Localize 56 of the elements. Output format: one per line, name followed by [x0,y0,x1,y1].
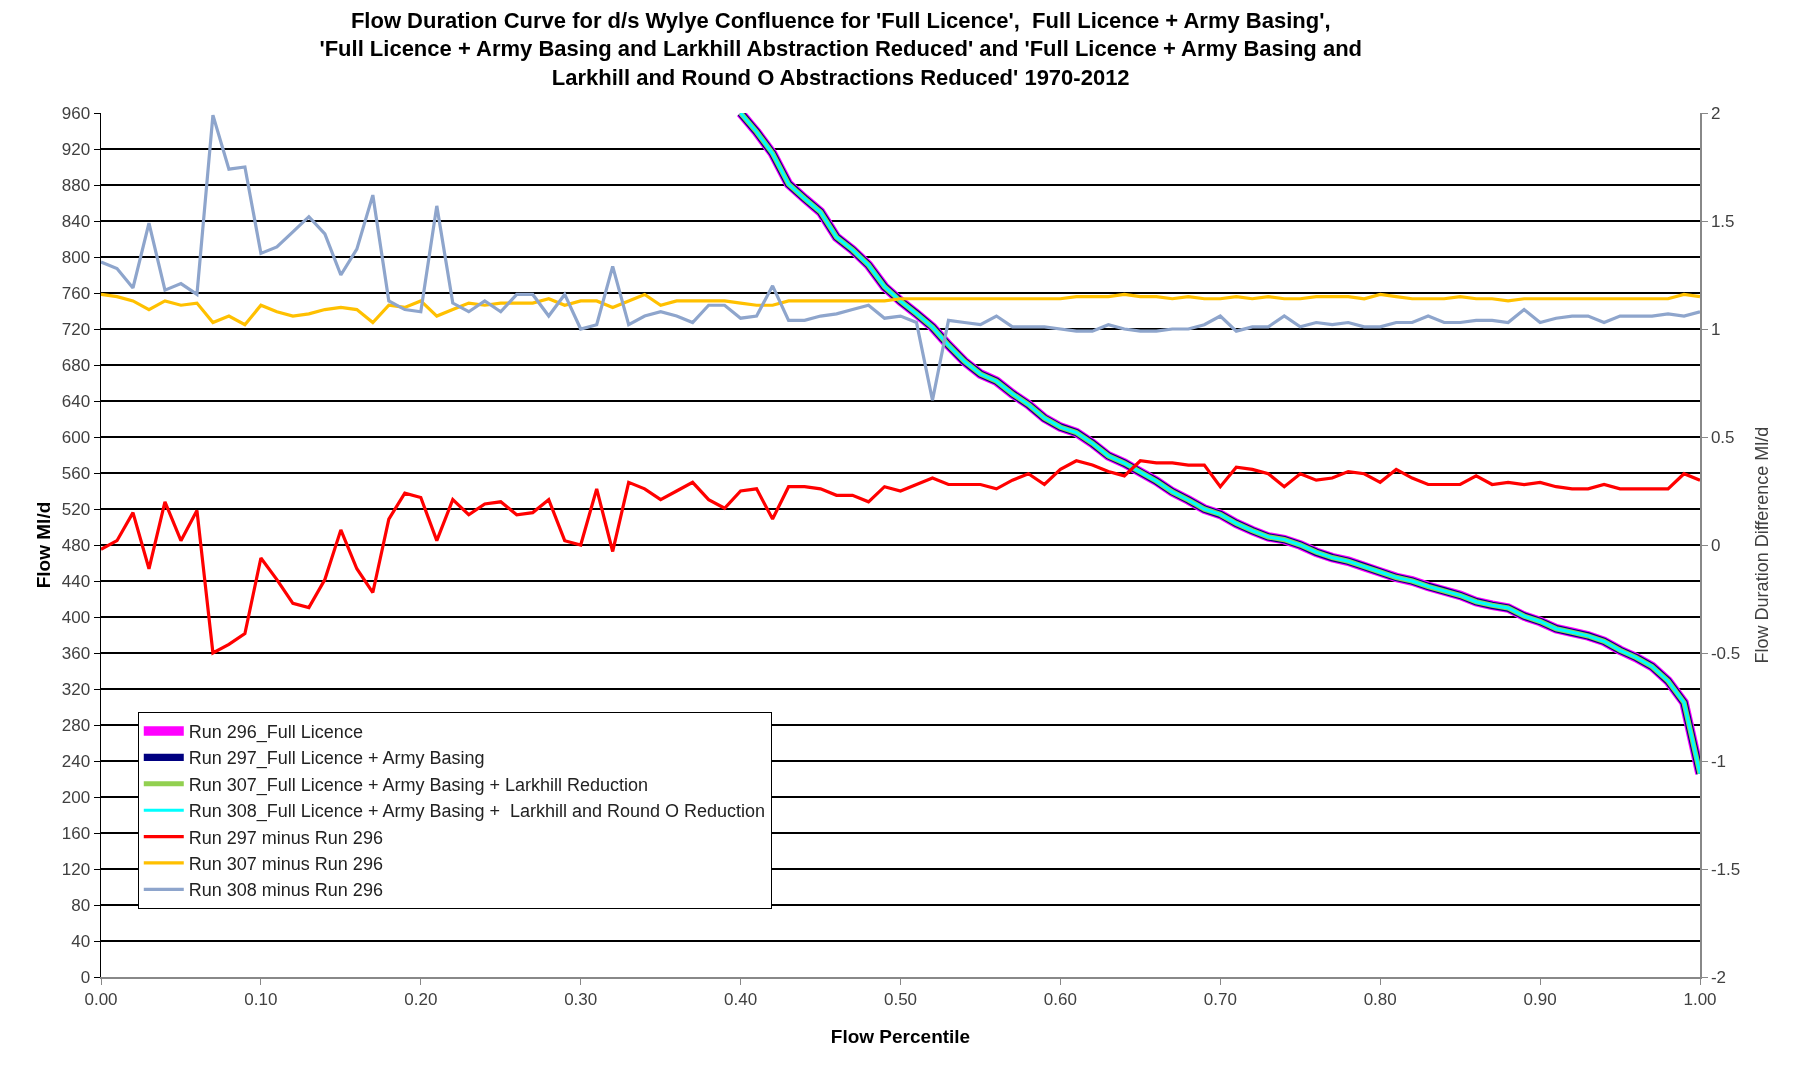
x-tick-label: 0.60 [1043,989,1077,1009]
y2-tick-label: -1.5 [1710,859,1741,879]
y-tick-label: 840 [61,211,91,231]
legend-label: Run 307 minus Run 296 [188,853,383,874]
x-tick-label: 0.30 [564,989,598,1009]
y-tick-label: 720 [61,319,91,339]
y-tick-label: 640 [61,391,91,411]
y-tick-label: 160 [61,823,91,843]
y-tick-label: 0 [80,967,91,987]
y-tick-label: 240 [61,751,91,771]
chart-title: Flow Duration Curve for d/s Wylye Confluence for 'Full Licence', Full Licence + Army Basing', 'Full Licence + Army Basing and Larkhill Abstraction Reduced' and 'Full Licence + Army Basing and Larkhill and Round O Abstractions Reduced' 1970-2012 [319,7,1363,91]
y-tick-label: 280 [61,715,91,735]
y-axis-title: Flow Ml/d [32,501,54,589]
y-tick-label: 560 [61,463,91,483]
y-tick-label: 680 [61,355,91,375]
x-tick-label: 0.40 [724,989,758,1009]
legend-label: Run 296_Full Licence [188,721,363,743]
y-tick-label: 920 [61,139,91,159]
y-tick-label: 400 [61,607,91,627]
x-axis-title: Flow Percentile [830,1026,971,1048]
y-tick-label: 360 [61,643,91,663]
legend-label: Run 297 minus Run 296 [188,827,383,848]
y-tick-label: 40 [71,931,91,951]
x-tick-label: 0.90 [1523,989,1557,1009]
y2-tick-label: 1.5 [1710,211,1735,231]
y-tick-label: 480 [61,535,91,555]
y2-tick-label: 0.5 [1710,427,1735,447]
y2-tick-label: -1 [1710,751,1727,771]
y-tick-label: 440 [61,571,91,591]
y2-tick-label: 2 [1710,103,1721,123]
y2-axis-title: Flow Duration Difference Ml/d [1752,426,1773,664]
y-tick-label: 960 [61,103,91,123]
y2-tick-label: -2 [1710,967,1727,987]
x-tick-label: 0.80 [1363,989,1397,1009]
y2-tick-label: 1 [1710,319,1721,339]
legend-label: Run 308 minus Run 296 [188,880,383,901]
x-tick-label: 0.70 [1203,989,1237,1009]
y-tick-label: 600 [61,427,91,447]
y-tick-label: 320 [61,679,91,699]
y-tick-label: 200 [61,787,91,807]
y2-tick-label: -0.5 [1710,643,1741,663]
y-tick-label: 800 [61,247,91,267]
y-tick-label: 120 [61,859,91,879]
x-tick-label: 0.50 [883,989,918,1009]
x-tick-label: 0.20 [404,989,438,1009]
y-tick-label: 80 [71,895,91,915]
x-tick-label: 0.00 [84,989,118,1009]
y-tick-label: 520 [61,499,91,519]
y-tick-label: 760 [61,283,91,303]
x-tick-label: 1.00 [1683,989,1717,1009]
x-tick-label: 0.10 [244,989,278,1009]
legend-label: Run 297_Full Licence + Army Basing [188,748,485,770]
y-tick-label: 880 [61,175,91,195]
legend-label: Run 307_Full Licence + Army Basing + Larkhill Reduction [188,774,649,796]
legend-label: Run 308_Full Licence + Army Basing + Larkhill and Round O Reduction [188,801,766,823]
y2-tick-label: 0 [1710,535,1721,555]
